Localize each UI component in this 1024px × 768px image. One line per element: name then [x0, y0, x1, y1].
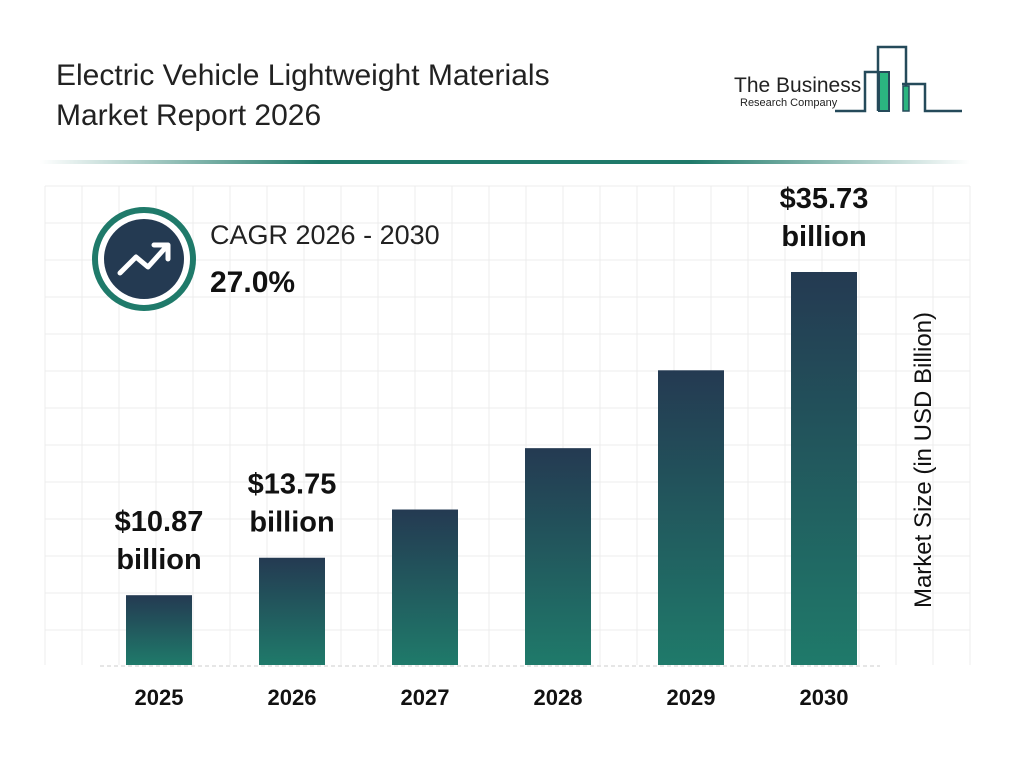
data-label-unit: billion [781, 221, 866, 253]
data-label: $13.75 [248, 469, 337, 501]
bar-2030 [791, 272, 857, 665]
x-tick-label: 2029 [667, 685, 716, 710]
bar-2026 [259, 557, 325, 665]
logo-text: The Business [734, 74, 862, 97]
logo-subtext: Research Company [740, 97, 838, 109]
bar-2029 [658, 370, 724, 665]
x-tick-label: 2025 [135, 685, 184, 710]
cagr-label: CAGR 2026 - 2030 [210, 220, 440, 250]
logo-buildings-icon [835, 45, 962, 113]
data-label-unit: billion [249, 507, 334, 539]
x-tick-label: 2027 [401, 685, 450, 710]
data-label: $35.73 [780, 183, 869, 215]
data-label: $10.87 [115, 506, 204, 538]
title-line-2: Market Report 2026 [56, 99, 322, 132]
data-label-unit: billion [116, 544, 201, 576]
bar-2025 [126, 595, 192, 665]
header-divider [40, 160, 970, 164]
bar-2028 [525, 448, 591, 665]
y-axis-label: Market Size (in USD Billion) [910, 311, 937, 609]
x-tick-label: 2026 [268, 685, 317, 710]
bar-2027 [392, 509, 458, 665]
title-line-1: Electric Vehicle Lightweight Materials [56, 59, 550, 92]
cagr-value: 27.0% [210, 266, 296, 299]
company-logo: The Business Research Company [730, 44, 965, 116]
x-tick-label: 2030 [800, 685, 849, 710]
trending-up-icon [92, 207, 196, 311]
page-title: Electric Vehicle Lightweight Materials M… [56, 56, 696, 136]
x-tick-label: 2028 [534, 685, 583, 710]
